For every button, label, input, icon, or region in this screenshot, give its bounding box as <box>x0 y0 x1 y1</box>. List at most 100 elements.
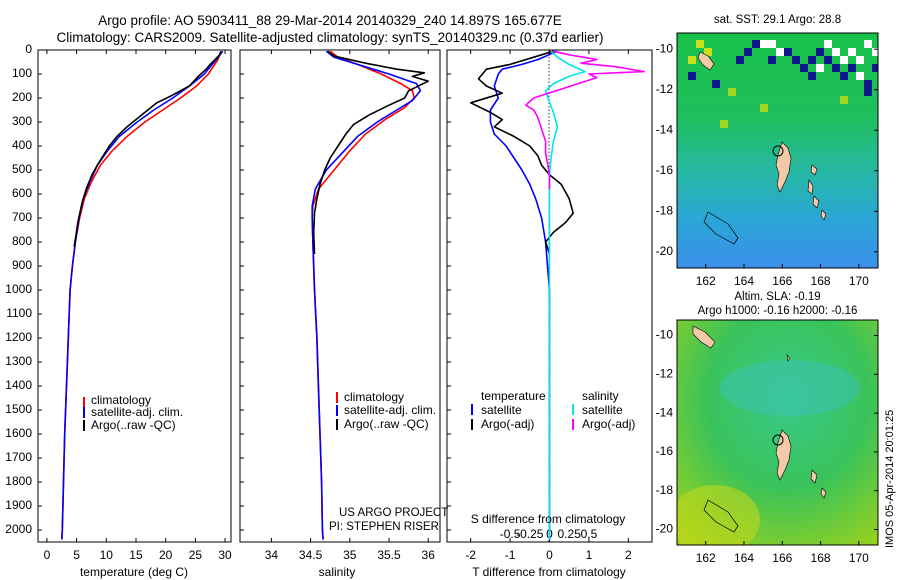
sst-pixel <box>768 40 776 48</box>
series-line-temperature-argo-adj- <box>469 50 575 255</box>
new-caledonia-coast <box>703 211 739 245</box>
legend-label-s-satellite: satellite <box>582 403 623 417</box>
profile-title: Argo profile: AO 5903411_88 29-Mar-2014 … <box>98 13 562 28</box>
x-tick-label: -2 <box>465 548 476 562</box>
sst-pixel <box>832 64 840 72</box>
sst-pixel <box>800 64 808 72</box>
x-tick-label: 15 <box>129 548 143 562</box>
difference-axes: -2 -1 0 1 2 -0.5-0.25 0 0.25 0.5 T difference f… <box>446 49 653 579</box>
sst-pixels <box>688 40 878 128</box>
sst-pixel <box>856 72 864 80</box>
s-difference-tick-labels: -0.5-0.25 0 0.25 0.5 <box>500 527 598 541</box>
lon-tick-label: 162 <box>696 274 716 288</box>
y-tick-label: 2000 <box>5 522 32 536</box>
y-tick-label: 1900 <box>5 498 32 512</box>
lat-tick-label: -10 <box>656 328 674 342</box>
sst-map-lon-ticks: 162 164 166 168 170 <box>696 264 869 288</box>
y-tick-label: 500 <box>12 162 32 176</box>
sst-pixel <box>864 80 872 88</box>
x-tick-label: 2 <box>625 548 632 562</box>
y-tick-label: 1200 <box>5 330 32 344</box>
x-tick-label: 34 <box>265 548 279 562</box>
s-tick-label: 0.25 <box>558 527 582 541</box>
series-line-temperature-satellite <box>489 50 558 540</box>
argo-position-marker-2 <box>772 434 784 446</box>
new-caledonia-coast-2 <box>703 499 739 533</box>
sst-map-title: sat. SST: 29.1 Argo: 28.8 <box>713 14 842 26</box>
sla-map-lon-ticks: 162 164 166 168 170 <box>696 541 869 565</box>
temperature-legend: climatology satellite-adj. clim. Argo(..… <box>83 393 183 432</box>
lat-tick-label: -20 <box>656 522 674 536</box>
sst-pixel <box>848 48 856 56</box>
imos-timestamp: IMOS 05-Apr-2014 20:01:25 <box>884 409 896 548</box>
salinity-difference-legend: salinity satellite Argo(-adj) <box>572 389 635 431</box>
project-credit-line2: PI: STEPHEN RISER <box>329 521 439 533</box>
sst-pixel <box>784 48 792 56</box>
temperature-xlabel: temperature (deg C) <box>80 565 188 579</box>
sst-pixel <box>704 48 712 56</box>
y-tick-label: 1300 <box>5 354 32 368</box>
s-difference-xlabel: S difference from climatology <box>471 512 626 526</box>
sla-blue-patch <box>720 360 860 416</box>
sst-pixel <box>736 56 744 64</box>
series-line-climatology <box>61 50 222 540</box>
sst-pixel <box>712 80 720 88</box>
temperature-tick-labels: 0 5 10 15 20 25 30 <box>44 50 232 562</box>
sst-pixel <box>864 88 872 96</box>
t-difference-xlabel: T difference from climatology <box>472 565 626 579</box>
sla-low-patch <box>677 485 760 545</box>
s-tick-label: 0.5 <box>581 527 598 541</box>
series-line-argo-raw-qc- <box>73 50 222 247</box>
y-tick-label: 1800 <box>5 474 32 488</box>
lon-tick-label: 170 <box>849 274 869 288</box>
x-tick-label: 25 <box>189 548 203 562</box>
y-tick-label: 800 <box>12 234 32 248</box>
sst-pixel <box>768 56 776 64</box>
salinity-xlabel: salinity <box>319 565 356 579</box>
y-tick-label: 700 <box>12 210 32 224</box>
sst-pixel <box>792 56 800 64</box>
series-line-satellite-adj-clim- <box>311 50 422 540</box>
sla-map: 162 164 166 168 170 -10 -12 -14 -16 -18 -20 <box>656 319 879 565</box>
sst-pixel <box>696 40 704 48</box>
x-tick-label: 36 <box>422 548 436 562</box>
sst-pixel <box>856 56 864 64</box>
y-tick-label: 1400 <box>5 378 32 392</box>
legend-label-satellite: satellite-adj. clim. <box>91 405 183 419</box>
x-tick-label: 20 <box>159 548 173 562</box>
lon-tick-label: 166 <box>772 551 792 565</box>
sst-pixel <box>872 64 878 72</box>
lon-tick-label: 166 <box>772 274 792 288</box>
x-tick-label: 35.5 <box>377 548 401 562</box>
vanuatu-coast <box>697 51 827 221</box>
y-tick-label: 200 <box>12 90 32 104</box>
y-tick-label: 100 <box>12 66 32 80</box>
lon-tick-label: 162 <box>696 551 716 565</box>
sst-map: 162 164 166 168 170 -10 -12 -14 -16 -18 -20 <box>656 32 879 288</box>
series-line-salinity-argo-adj- <box>524 50 645 190</box>
lat-tick-label: -14 <box>656 122 674 136</box>
sla-map-lat-ticks: -10 -12 -14 -16 -18 -20 <box>656 328 878 536</box>
sst-pixel <box>840 72 848 80</box>
y-tick-label: 300 <box>12 114 32 128</box>
sst-pixel <box>824 56 832 64</box>
salinity-series <box>311 50 430 540</box>
series-line-argo-raw-qc- <box>312 50 430 255</box>
salinity-axes: 34 34.5 35 35.5 36 salinity climatology sate… <box>239 49 441 579</box>
legend-label-t-satellite: satellite <box>481 403 522 417</box>
temperature-series <box>61 50 224 540</box>
legend-label-climatology: climatology <box>91 393 151 407</box>
lat-tick-label: -10 <box>656 41 674 55</box>
y-tick-label: 1700 <box>5 450 32 464</box>
x-tick-label: 1 <box>586 548 593 562</box>
y-tick-label: 0 <box>25 42 32 56</box>
sst-pixel <box>840 56 848 64</box>
sst-pixel <box>816 48 824 56</box>
vanuatu-coast-2 <box>692 325 827 499</box>
lat-tick-label: -20 <box>656 244 674 258</box>
figure-header: Argo profile: AO 5903411_88 29-Mar-2014 … <box>0 0 660 46</box>
sst-pixel <box>848 64 856 72</box>
x-tick-label: 30 <box>218 548 232 562</box>
argo-position-marker <box>772 145 784 157</box>
